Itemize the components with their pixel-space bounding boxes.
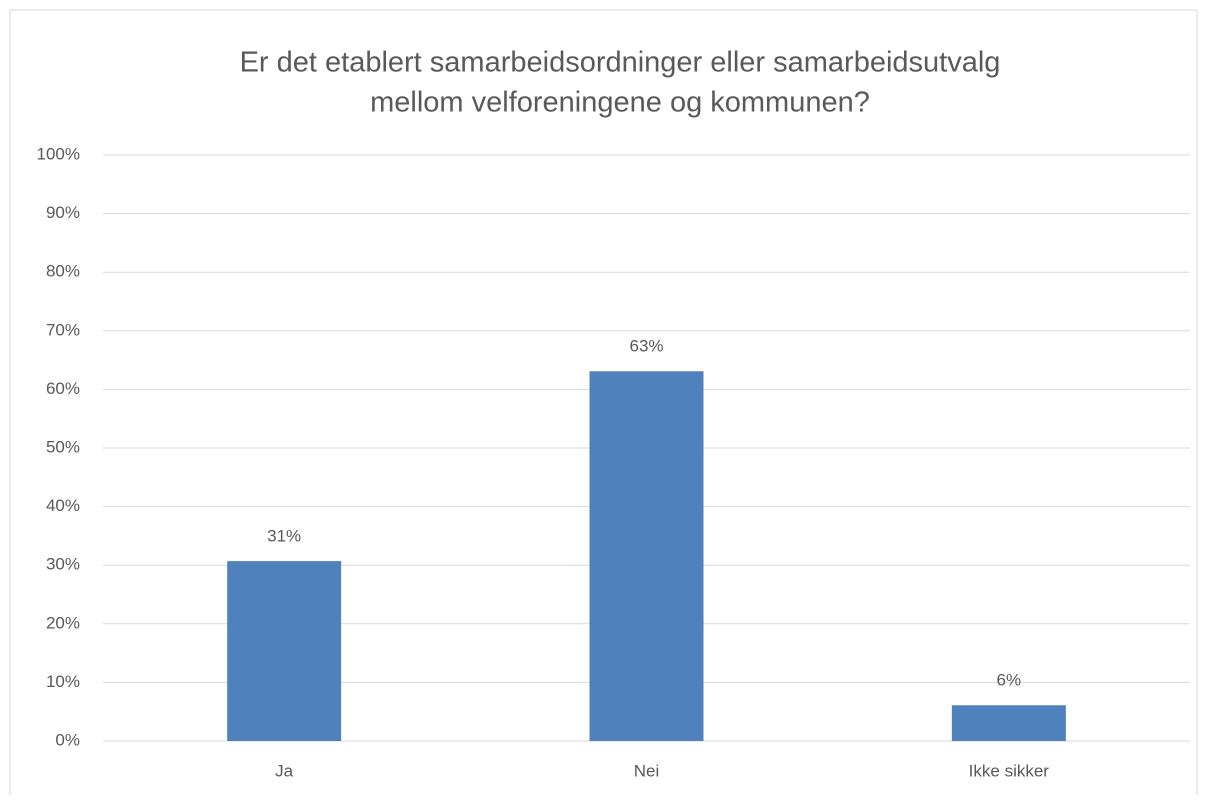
x-tick-label: Ja (275, 761, 294, 780)
data-label: 6% (997, 671, 1022, 690)
y-tick-label: 50% (46, 437, 80, 456)
y-tick-label: 10% (46, 672, 80, 691)
data-label: 31% (267, 527, 301, 546)
y-tick-label: 20% (46, 613, 80, 632)
bar (589, 371, 704, 741)
y-tick-label: 100% (37, 144, 80, 163)
y-tick-label: 0% (55, 730, 80, 749)
data-label: 63% (629, 337, 663, 356)
chart-title: Er det etablert samarbeidsordninger elle… (240, 47, 1001, 79)
y-tick-label: 90% (46, 203, 80, 222)
y-tick-label: 40% (46, 496, 80, 515)
y-tick-label: 30% (46, 555, 80, 574)
y-tick-label: 70% (46, 320, 80, 339)
bar (227, 561, 342, 741)
y-tick-label: 80% (46, 262, 80, 281)
chart-title: mellom velforeningene og kommunen? (370, 87, 870, 119)
y-tick-label: 60% (46, 379, 80, 398)
x-tick-label: Ikke sikker (969, 761, 1050, 780)
x-tick-label: Nei (634, 761, 660, 780)
bar (951, 705, 1066, 741)
